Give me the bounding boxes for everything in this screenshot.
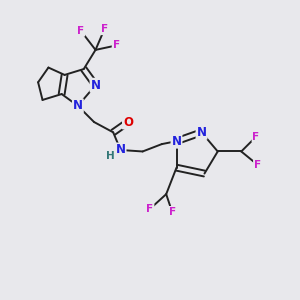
Text: F: F <box>146 204 154 214</box>
Text: F: F <box>254 160 261 170</box>
Text: H: H <box>106 151 115 161</box>
Text: N: N <box>172 135 182 148</box>
Text: F: F <box>169 207 176 217</box>
Text: F: F <box>252 132 260 142</box>
Text: O: O <box>123 116 133 128</box>
Text: N: N <box>73 99 83 112</box>
Text: F: F <box>77 26 84 36</box>
Text: F: F <box>112 40 120 50</box>
Text: N: N <box>196 126 206 139</box>
Text: F: F <box>101 24 108 34</box>
Text: N: N <box>91 79 100 92</box>
Text: N: N <box>116 143 126 157</box>
